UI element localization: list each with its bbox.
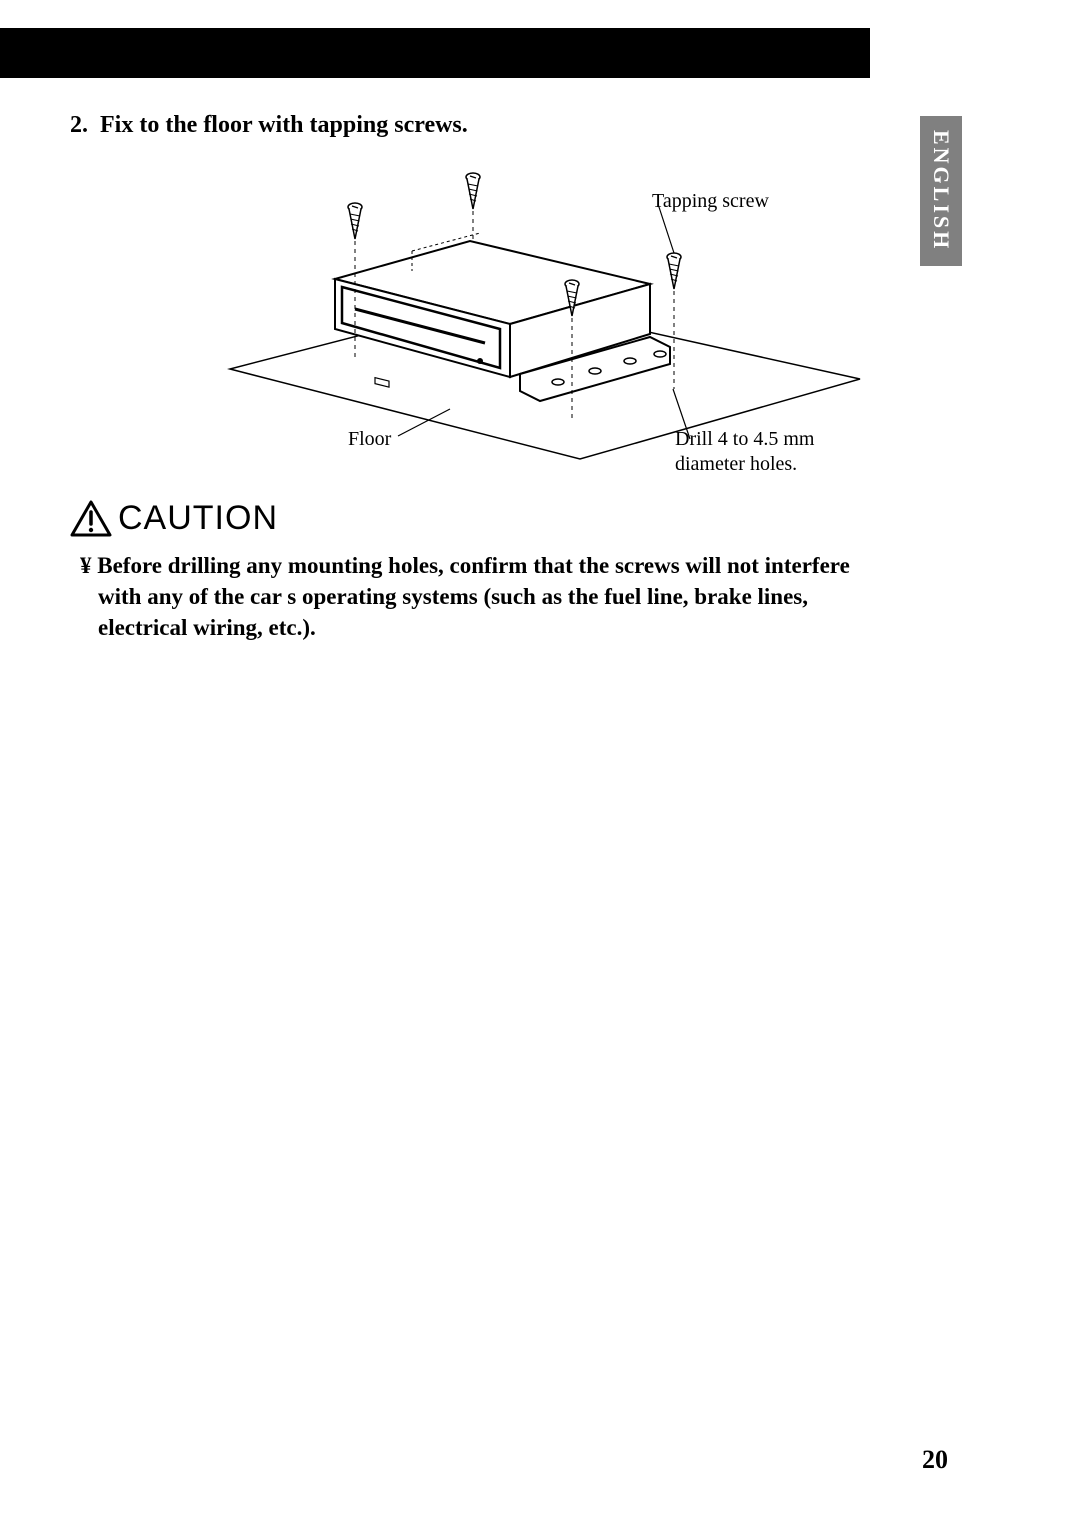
- language-tab: ENGLISH: [920, 116, 962, 266]
- page-content: 2. Fix to the floor with tapping screws.: [70, 112, 890, 643]
- label-floor: Floor: [348, 427, 391, 452]
- step-title: Fix to the floor with tapping screws.: [100, 112, 468, 138]
- language-tab-label: ENGLISH: [928, 130, 954, 251]
- label-drill-line2: diameter holes.: [675, 453, 797, 475]
- caution-bullet: ¥: [80, 553, 92, 578]
- label-drill-line1: Drill 4 to 4.5 mm: [675, 428, 814, 450]
- screw-icon: [667, 253, 681, 289]
- page-number: 20: [922, 1445, 948, 1475]
- diagram-svg: [180, 149, 880, 469]
- screw-icon: [348, 203, 362, 239]
- installation-diagram: Tapping screw Floor Drill 4 to 4.5 mm di…: [180, 149, 880, 469]
- caution-heading-text: CAUTION: [118, 499, 278, 538]
- caution-body: ¥ Before drilling any mounting holes, co…: [70, 550, 890, 643]
- warning-icon: [70, 500, 112, 538]
- header-black-bar: [0, 28, 870, 78]
- step-number: 2.: [70, 112, 88, 138]
- caution-text: Before drilling any mounting holes, conf…: [97, 553, 850, 640]
- label-drill: Drill 4 to 4.5 mm diameter holes.: [675, 427, 814, 477]
- caution-heading: CAUTION: [70, 499, 890, 538]
- step-heading: 2. Fix to the floor with tapping screws.: [70, 112, 890, 139]
- screw-icon: [466, 173, 480, 209]
- caution-block: CAUTION ¥ Before drilling any mounting h…: [70, 499, 890, 643]
- label-tapping-screw: Tapping screw: [652, 189, 769, 214]
